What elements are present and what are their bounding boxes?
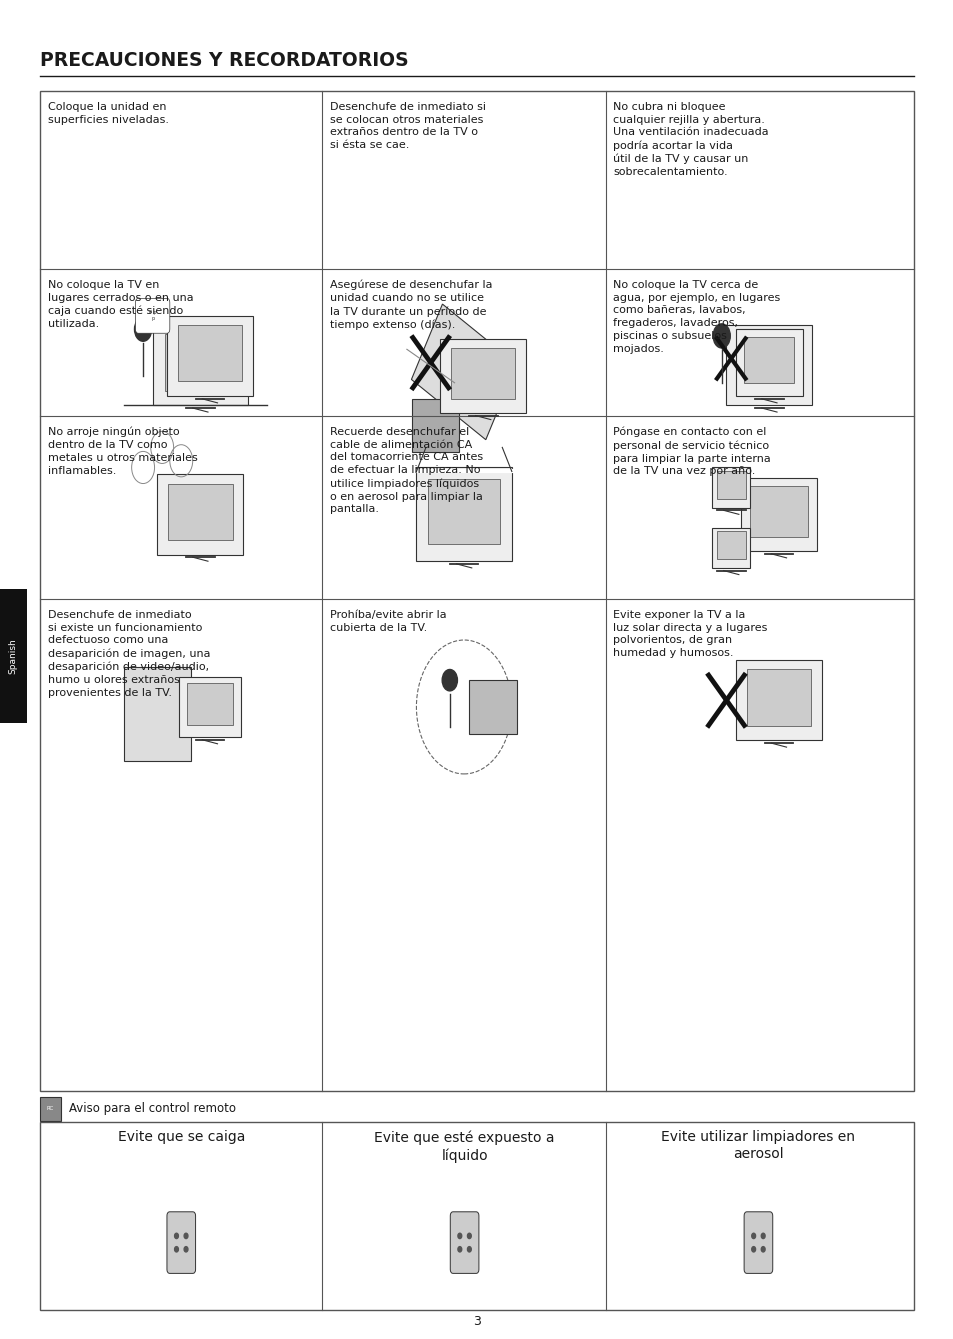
Circle shape: [174, 1233, 178, 1239]
Bar: [124, 667, 191, 761]
Bar: [746, 670, 810, 726]
Bar: [40, 91, 913, 1091]
Bar: [716, 471, 744, 499]
Text: Aviso para el control remoto: Aviso para el control remoto: [69, 1102, 235, 1115]
Text: Spanish: Spanish: [9, 639, 18, 674]
Text: RC: RC: [47, 1106, 54, 1111]
Bar: [178, 676, 240, 736]
Text: Asegúrese de desenchufar la
unidad cuando no se utilice
la TV durante un período: Asegúrese de desenchufar la unidad cuand…: [330, 280, 492, 329]
Circle shape: [467, 1247, 471, 1252]
Bar: [451, 348, 515, 399]
Text: No coloque la TV cerca de
agua, por ejemplo, en lugares
como bañeras, lavabos,
f: No coloque la TV cerca de agua, por ejem…: [613, 280, 780, 353]
Circle shape: [134, 317, 152, 341]
Text: Evite utilizar limpiadores en
aerosol: Evite utilizar limpiadores en aerosol: [660, 1130, 855, 1161]
Bar: [168, 483, 233, 540]
Circle shape: [457, 1233, 461, 1239]
FancyBboxPatch shape: [743, 1212, 772, 1273]
Bar: [157, 474, 243, 554]
Text: Recuerde desenchufar el
cable de alimentación CA
del tomacorriente CA antes
de e: Recuerde desenchufar el cable de aliment…: [330, 427, 483, 514]
Bar: [735, 329, 801, 396]
Circle shape: [760, 1247, 764, 1252]
Circle shape: [174, 1247, 178, 1252]
Bar: [440, 339, 526, 412]
FancyBboxPatch shape: [135, 299, 170, 333]
Bar: [40, 1097, 61, 1121]
Bar: [152, 325, 248, 406]
Circle shape: [751, 1233, 755, 1239]
Text: Desenchufe de inmediato si
se colocan otros materiales
extraños dentro de la TV : Desenchufe de inmediato si se colocan ot…: [330, 102, 486, 150]
Bar: [177, 325, 242, 382]
Text: Evite que se caiga: Evite que se caiga: [117, 1130, 245, 1144]
Bar: [735, 660, 821, 740]
Bar: [412, 399, 459, 453]
Circle shape: [751, 1247, 755, 1252]
Bar: [187, 683, 233, 726]
Bar: [167, 316, 253, 396]
Circle shape: [712, 324, 730, 348]
Circle shape: [760, 1233, 764, 1239]
Bar: [749, 486, 806, 537]
Bar: [740, 478, 816, 552]
Circle shape: [467, 1233, 471, 1239]
Text: Evite que esté expuesto a
líquido: Evite que esté expuesto a líquido: [374, 1130, 555, 1162]
Bar: [0, 589, 27, 723]
Text: Coloque la unidad en
superficies niveladas.: Coloque la unidad en superficies nivelad…: [48, 102, 169, 125]
Bar: [711, 528, 749, 568]
Text: 3: 3: [473, 1315, 480, 1328]
Circle shape: [442, 670, 457, 691]
Bar: [469, 680, 517, 734]
Circle shape: [184, 1247, 188, 1252]
Bar: [416, 467, 512, 561]
Text: Evite exponer la TV a la
luz solar directa y a lugares
polvorientos, de gran
hum: Evite exponer la TV a la luz solar direc…: [613, 609, 767, 659]
FancyBboxPatch shape: [167, 1212, 195, 1273]
Bar: [726, 325, 811, 406]
Text: No coloque la TV en
lugares cerrados o en una
caja cuando esté siendo
utilizada.: No coloque la TV en lugares cerrados o e…: [48, 280, 193, 329]
Text: Prohíba/evite abrir la
cubierta de la TV.: Prohíba/evite abrir la cubierta de la TV…: [330, 609, 446, 633]
Text: No cubra ni bloquee
cualquier rejilla y abertura.
Una ventilación inadecuada
pod: No cubra ni bloquee cualquier rejilla y …: [613, 102, 768, 177]
FancyBboxPatch shape: [450, 1212, 478, 1273]
Bar: [411, 304, 517, 439]
Bar: [737, 335, 801, 391]
Bar: [743, 336, 794, 383]
Bar: [716, 532, 744, 560]
Bar: [40, 1122, 913, 1310]
Bar: [711, 467, 749, 507]
Bar: [428, 479, 499, 545]
Text: PRECAUCIONES Y RECORDATORIOS: PRECAUCIONES Y RECORDATORIOS: [40, 51, 408, 70]
Text: No arroje ningún objeto
dentro de la TV como
metales u otros materiales
inflamab: No arroje ningún objeto dentro de la TV …: [48, 427, 197, 475]
Circle shape: [457, 1247, 461, 1252]
Circle shape: [184, 1233, 188, 1239]
Text: Desenchufe de inmediato
si existe un funcionamiento
defectuoso como una
desapari: Desenchufe de inmediato si existe un fun…: [48, 609, 210, 698]
Bar: [164, 335, 235, 391]
Text: P p
p: P p p: [149, 311, 156, 321]
Text: Póngase en contacto con el
personal de servicio técnico
para limpiar la parte in: Póngase en contacto con el personal de s…: [613, 427, 770, 477]
